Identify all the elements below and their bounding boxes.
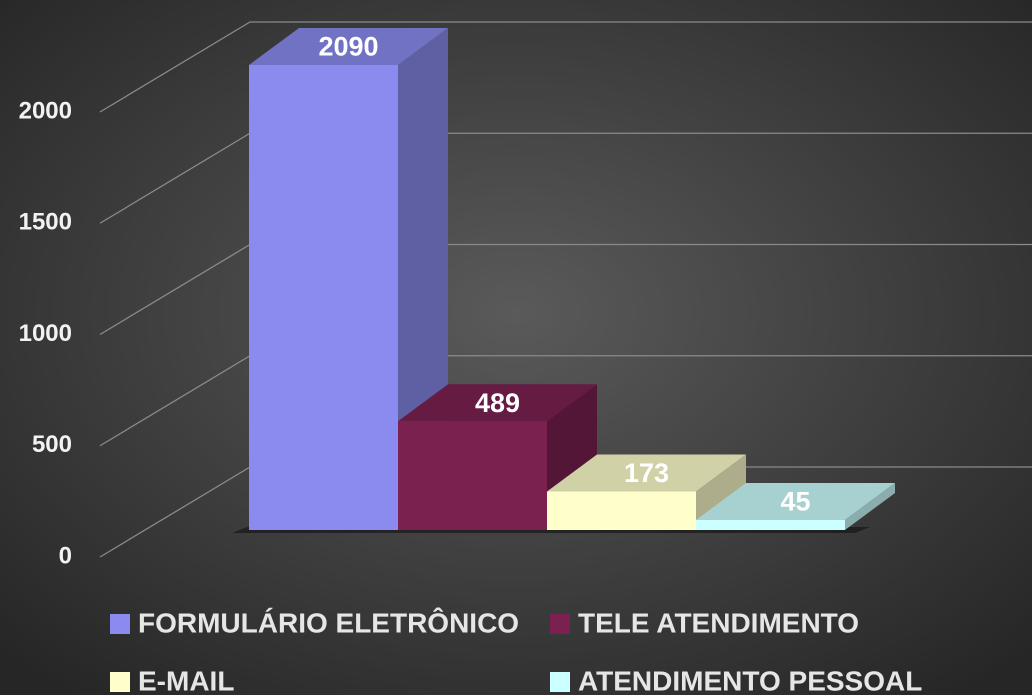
bar-front (249, 64, 398, 530)
legend-label: TELE ATENDIMENTO (578, 607, 859, 638)
value-label: 173 (624, 458, 669, 488)
bar-top (547, 454, 746, 492)
y-tick-label: 1500 (19, 209, 72, 236)
bar-top (696, 482, 895, 520)
bar-front (547, 491, 696, 530)
bar (696, 482, 895, 530)
legend-swatch (110, 614, 130, 634)
y-tick-label: 1000 (19, 320, 72, 347)
legend-swatch (110, 672, 130, 692)
bar (249, 27, 448, 530)
grid-line (99, 21, 1032, 113)
value-label: 2090 (318, 32, 378, 62)
y-tick-label: 0 (59, 542, 72, 569)
y-tick-label: 2000 (19, 97, 72, 124)
bar-front (398, 421, 547, 530)
bar-top (249, 27, 448, 65)
value-label: 45 (780, 487, 810, 517)
bar-front (696, 519, 845, 530)
legend-label: FORMULÁRIO ELETRÔNICO (138, 606, 519, 638)
legend-label: E-MAIL (138, 665, 234, 695)
bar-top (398, 384, 597, 422)
legend-label: ATENDIMENTO PESSOAL (578, 665, 922, 695)
legend-swatch (550, 672, 570, 692)
y-tick-label: 500 (32, 431, 72, 458)
legend-swatch (550, 614, 570, 634)
value-label: 489 (475, 388, 520, 418)
bar-side (845, 482, 895, 530)
